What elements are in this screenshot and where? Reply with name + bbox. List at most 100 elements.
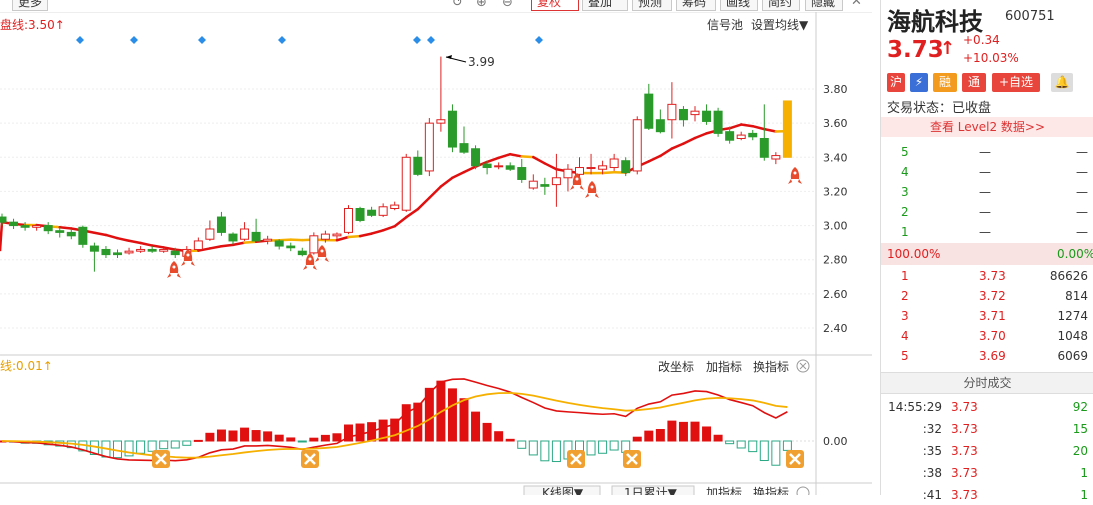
candle [206, 220, 214, 240]
sell-price: — [979, 142, 991, 162]
close-icon[interactable]: ✕ [851, 0, 862, 9]
candle [772, 152, 780, 164]
macd-bar [783, 441, 791, 450]
set-ma-button[interactable]: 设置均线▼ [751, 18, 809, 32]
macd-bar [737, 441, 745, 448]
macd-bar [679, 422, 687, 441]
macd-bar [137, 441, 145, 453]
x-signal-icon [301, 450, 319, 468]
macd-bar [541, 441, 549, 461]
x-signal-icon [567, 450, 585, 468]
candle [749, 130, 757, 140]
macd-bar [599, 441, 607, 453]
bottom-close-icon[interactable] [797, 487, 809, 495]
macd-bar [656, 430, 664, 441]
more-button[interactable]: 更多 [12, 0, 48, 11]
sell-level: 2 [901, 202, 909, 222]
buy-level: 2 [901, 286, 909, 306]
candle [564, 164, 572, 191]
buy-level: 4 [901, 326, 909, 346]
candle [437, 57, 445, 132]
sell-level: 3 [901, 182, 909, 202]
macd-bar [460, 399, 468, 441]
change-coordinate-button[interactable]: 改坐标 [658, 360, 694, 374]
candle [506, 162, 514, 171]
bottom-add-indicator-button[interactable]: 加指标 [706, 485, 742, 495]
macd-bar [333, 434, 341, 441]
candle [21, 222, 29, 231]
candle [79, 226, 87, 248]
sell-level: 1 [901, 222, 909, 242]
trade-volume: 20 [1073, 441, 1088, 461]
macd-bar [217, 430, 225, 441]
candle [67, 229, 75, 239]
price-axis: 3.803.603.403.203.002.802.602.40 [823, 83, 848, 335]
candle [495, 162, 503, 169]
trade-volume: 15 [1073, 419, 1088, 439]
candle [310, 232, 318, 254]
trade-price: 3.73 [951, 485, 978, 505]
buy-volume: 1274 [1057, 306, 1088, 326]
quote-panel: 海航科技 600751 3.73 ↑ +0.34 +10.03% 沪 ⚡ 融 通… [880, 0, 1093, 495]
simple-button[interactable]: 简约 [762, 0, 800, 11]
sell-volume: — [1076, 222, 1088, 242]
buy-price: 3.71 [979, 306, 1006, 326]
bottom-switch-indicator-button[interactable]: 换指标 [753, 485, 789, 495]
macd-bar [668, 421, 676, 441]
candle [472, 145, 480, 169]
zoom-out-icon[interactable]: ⊖ [502, 0, 513, 10]
macd-bar [529, 441, 537, 455]
candle [241, 222, 249, 241]
forecast-button[interactable]: 预测 [632, 0, 672, 11]
sell-level: 5 [901, 142, 909, 162]
overlay-dropdown[interactable]: 叠加 [582, 0, 628, 11]
add-indicator-button[interactable]: 加指标 [706, 359, 742, 374]
sell-volume: — [1076, 202, 1088, 222]
bell-icon[interactable]: 🔔 [1051, 73, 1073, 92]
switch-indicator-button[interactable]: 换指标 [753, 359, 789, 374]
zoom-in-icon[interactable]: ⊕ [476, 0, 487, 10]
price-change: +0.34 [963, 33, 1000, 47]
macd-bar [310, 438, 318, 441]
ratio-left: 100.00% [887, 247, 940, 261]
undo-icon[interactable]: ↺ [452, 0, 463, 10]
trade-time: :35 [923, 441, 942, 461]
ma-value-label: 盘线:3.50↑ [0, 17, 65, 32]
hide-button[interactable]: 隐藏>> [805, 0, 843, 11]
candle [460, 127, 468, 154]
macd-bar [171, 441, 179, 448]
signal-pool-button[interactable]: 信号池 [707, 18, 743, 32]
candle [194, 238, 202, 252]
candle [264, 236, 272, 245]
sell-price: — [979, 202, 991, 222]
macd-bar [645, 431, 653, 441]
period-select[interactable]: 1日累计▼ [624, 486, 678, 495]
macd-bar [483, 423, 491, 441]
trade-volume: 1 [1080, 485, 1088, 505]
sell-price: — [979, 222, 991, 242]
macd-bar [587, 441, 595, 455]
candle [137, 246, 145, 253]
price-tick: 3.60 [823, 117, 848, 130]
kline-type-select[interactable]: K线图▼ [542, 486, 584, 495]
candle [610, 154, 618, 171]
close-indicator-icon[interactable] [797, 360, 809, 372]
buy-price: 3.70 [979, 326, 1006, 346]
kline-chart[interactable]: 3.803.603.403.203.002.802.602.40 盘线:3.50… [0, 12, 872, 495]
chips-button[interactable]: 筹码 [676, 0, 716, 11]
candle [368, 207, 376, 217]
sell-row: 2 — — [881, 202, 1093, 222]
macd-bar [703, 427, 711, 441]
sell-row: 4—— [881, 162, 1093, 182]
add-watchlist-button[interactable]: +自选 [992, 73, 1040, 92]
level2-link[interactable]: 查看 Level2 数据>> [881, 117, 1093, 137]
macd-bar [241, 428, 249, 441]
buy-level: 5 [901, 346, 909, 366]
fuquan-dropdown[interactable]: 复权 [531, 0, 579, 11]
draw-line-button[interactable]: 画线 [720, 0, 758, 11]
macd-bar [472, 412, 480, 441]
candle [391, 202, 399, 211]
